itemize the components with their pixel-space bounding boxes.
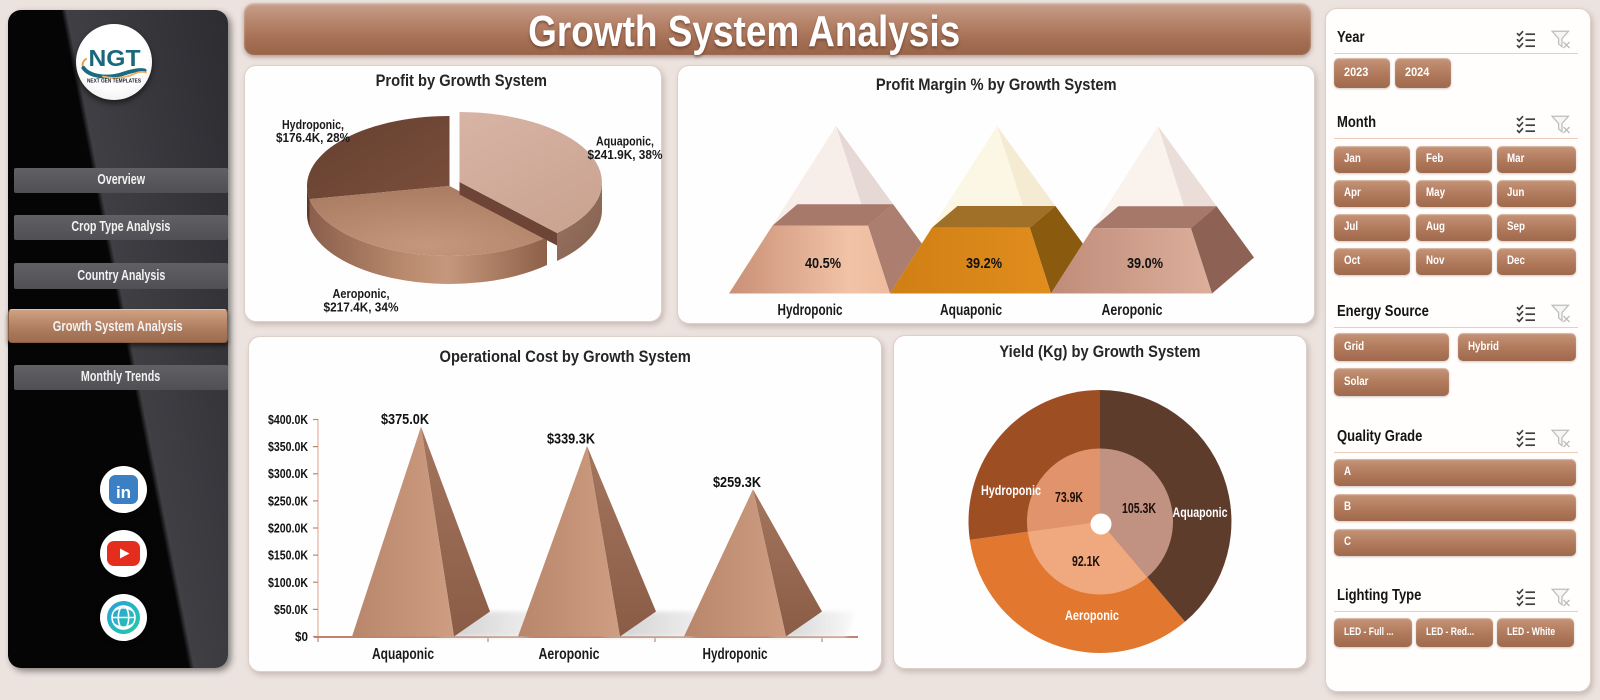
svg-text:Aeroponic: Aeroponic <box>1065 608 1119 623</box>
svg-text:$241.9K, 38%: $241.9K, 38% <box>588 147 663 162</box>
svg-text:$0: $0 <box>295 629 308 644</box>
svg-text:39.0%: 39.0% <box>1127 255 1163 272</box>
svg-text:Aeroponic: Aeroponic <box>539 646 600 663</box>
svg-text:$176.4K, 28%: $176.4K, 28% <box>276 130 350 145</box>
svg-text:$259.3K: $259.3K <box>713 474 761 491</box>
svg-text:$200.0K: $200.0K <box>268 521 308 536</box>
svg-text:in: in <box>116 483 131 502</box>
svg-text:40.5%: 40.5% <box>805 255 841 272</box>
svg-text:Hydroponic: Hydroponic <box>778 302 843 319</box>
svg-text:39.2%: 39.2% <box>966 255 1002 272</box>
svg-text:NGT: NGT <box>89 45 141 71</box>
svg-text:Aquaponic: Aquaponic <box>1173 505 1228 520</box>
svg-text:$350.0K: $350.0K <box>268 439 308 454</box>
svg-text:Aquaponic: Aquaponic <box>940 302 1002 319</box>
svg-text:$150.0K: $150.0K <box>268 548 308 563</box>
svg-text:$375.0K: $375.0K <box>381 411 429 428</box>
svg-text:$400.0K: $400.0K <box>268 412 308 427</box>
svg-text:105.3K: 105.3K <box>1122 501 1156 517</box>
svg-text:$217.4K, 34%: $217.4K, 34% <box>324 300 399 315</box>
svg-text:$339.3K: $339.3K <box>547 430 595 447</box>
svg-text:Hydroponic: Hydroponic <box>981 483 1041 498</box>
svg-text:Aquaponic,: Aquaponic, <box>596 134 654 149</box>
svg-text:Hydroponic: Hydroponic <box>703 646 768 663</box>
svg-text:92.1K: 92.1K <box>1072 554 1100 570</box>
svg-text:73.9K: 73.9K <box>1055 490 1083 506</box>
svg-text:Aeroponic,: Aeroponic, <box>333 286 390 301</box>
svg-text:$250.0K: $250.0K <box>268 493 308 508</box>
svg-text:Hydroponic,: Hydroponic, <box>282 117 344 132</box>
svg-text:Aquaponic: Aquaponic <box>372 646 434 663</box>
svg-text:$100.0K: $100.0K <box>268 575 308 590</box>
svg-text:$50.0K: $50.0K <box>274 602 308 617</box>
svg-text:NEXT GEN TEMPLATES: NEXT GEN TEMPLATES <box>87 78 141 84</box>
svg-text:$300.0K: $300.0K <box>268 466 308 481</box>
svg-text:Aeroponic: Aeroponic <box>1102 302 1163 319</box>
